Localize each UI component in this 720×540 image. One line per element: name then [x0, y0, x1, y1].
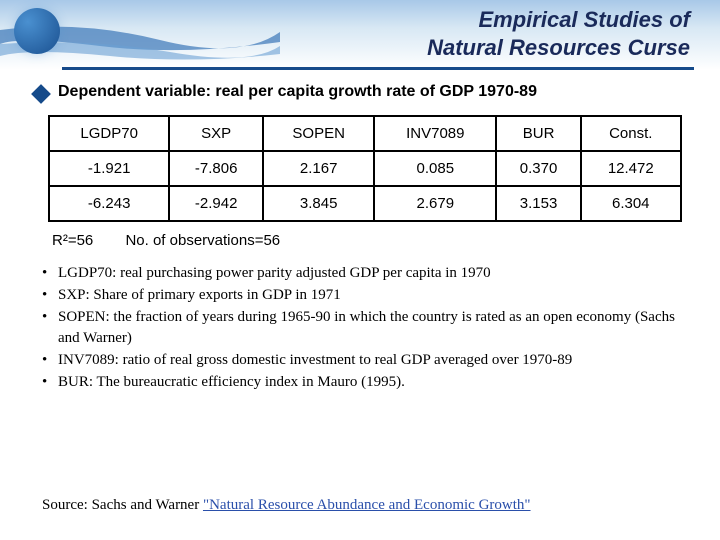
table-header-row: LGDP70 SXP SOPEN INV7089 BUR Const. [49, 116, 681, 151]
title-line-1: Empirical Studies of [427, 6, 690, 34]
table-cell: 3.153 [496, 186, 581, 221]
col-header: INV7089 [374, 116, 496, 151]
n-observations: No. of observations=56 [125, 232, 280, 249]
table-cell: -1.921 [49, 151, 169, 186]
title-line-2: Natural Resources Curse [427, 34, 690, 62]
globe-logo [14, 8, 60, 54]
table-cell: 12.472 [581, 151, 681, 186]
table-row: -1.921 -7.806 2.167 0.085 0.370 12.472 [49, 151, 681, 186]
definition-item: LGDP70: real purchasing power parity adj… [36, 263, 680, 283]
col-header: LGDP70 [49, 116, 169, 151]
slide-title: Empirical Studies of Natural Resources C… [427, 6, 690, 61]
diamond-bullet-icon [31, 84, 51, 104]
table-cell: -6.243 [49, 186, 169, 221]
definition-item: SOPEN: the fraction of years during 1965… [36, 307, 680, 348]
col-header: SOPEN [263, 116, 374, 151]
col-header: Const. [581, 116, 681, 151]
regression-table: LGDP70 SXP SOPEN INV7089 BUR Const. -1.9… [48, 115, 682, 222]
content-area: Dependent variable: real per capita grow… [30, 82, 690, 394]
table-cell: 0.085 [374, 151, 496, 186]
table-cell: 2.167 [263, 151, 374, 186]
table-cell: 6.304 [581, 186, 681, 221]
source-citation: Source: Sachs and Warner "Natural Resour… [42, 497, 690, 514]
table-cell: -2.942 [169, 186, 263, 221]
definition-item: BUR: The bureaucratic efficiency index i… [36, 372, 680, 392]
source-link[interactable]: "Natural Resource Abundance and Economic… [203, 497, 531, 513]
table-cell: -7.806 [169, 151, 263, 186]
observations-row: R²=56 No. of observations=56 [52, 228, 690, 263]
dependent-variable-text: Dependent variable: real per capita grow… [58, 82, 537, 103]
definitions-list: LGDP70: real purchasing power parity adj… [36, 263, 690, 393]
table-cell: 2.679 [374, 186, 496, 221]
definition-item: SXP: Share of primary exports in GDP in … [36, 285, 680, 305]
r-squared: R²=56 [52, 232, 93, 249]
dependent-variable-row: Dependent variable: real per capita grow… [30, 82, 690, 103]
definition-item: INV7089: ratio of real gross domestic in… [36, 350, 680, 370]
title-underline [62, 67, 694, 70]
table-row: -6.243 -2.942 3.845 2.679 3.153 6.304 [49, 186, 681, 221]
col-header: SXP [169, 116, 263, 151]
table-cell: 0.370 [496, 151, 581, 186]
table-cell: 3.845 [263, 186, 374, 221]
source-prefix: Source: Sachs and Warner [42, 497, 203, 513]
col-header: BUR [496, 116, 581, 151]
